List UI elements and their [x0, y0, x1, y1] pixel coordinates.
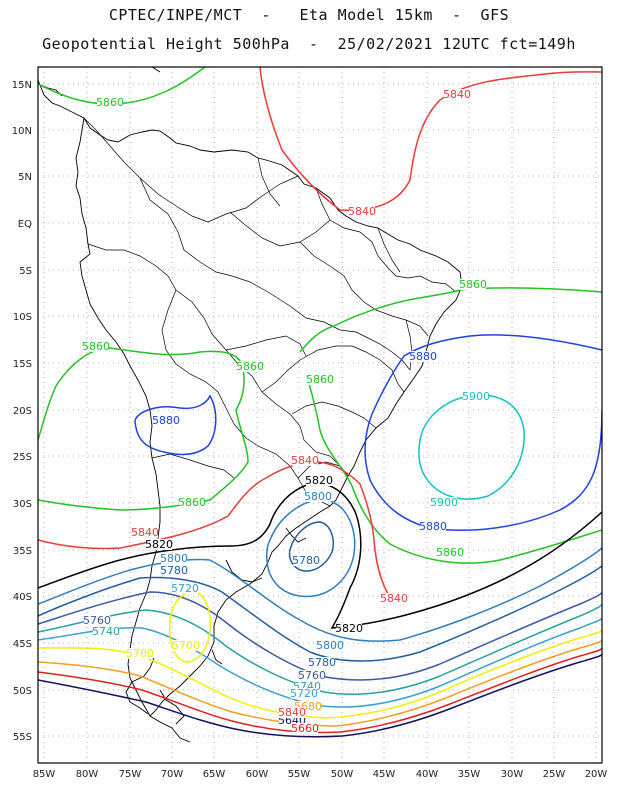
contour-label: 5880: [419, 520, 447, 533]
contour-line: [38, 461, 393, 601]
contour-line: [134, 394, 217, 456]
map-frame: [37, 66, 603, 764]
contour-label: 5740: [92, 625, 120, 638]
latitude-label: 45S: [13, 639, 32, 650]
contour-line: [38, 647, 602, 734]
contour-line: [38, 617, 602, 708]
latitude-label: 50S: [13, 686, 32, 697]
contour-label: 5880: [152, 414, 180, 427]
longitude-label: 70W: [161, 769, 184, 780]
contour-label: 5900: [430, 496, 458, 509]
contour-label: 5800: [304, 490, 332, 503]
longitude-label: 55W: [288, 769, 311, 780]
country-borders: [83, 117, 457, 507]
longitude-label: 50W: [331, 769, 354, 780]
latitude-labels: 15N 10N 5N EQ 5S 10S 15S 20S 25S 30S 35S 40S 45S 50S 5…: [12, 80, 32, 743]
contour-label: 5760: [83, 614, 111, 627]
contour-labels: 5860 5840 5840 5860 5880 5860 5860 5860 5900 5880…: [82, 88, 490, 735]
map-subtitle: Geopotential Height 500hPa - 25/02/2021 …: [42, 35, 576, 53]
longitude-label: 45W: [373, 769, 396, 780]
contour-label: 5840: [443, 88, 471, 101]
contour-label: 5860: [178, 496, 206, 509]
contour-label: 5700: [172, 639, 200, 652]
contour-line: [38, 347, 249, 511]
latitude-label: 10N: [12, 126, 32, 137]
contour-label: 5700: [126, 647, 154, 660]
contour-label: 5800: [316, 639, 344, 652]
longitude-label: 30W: [501, 769, 524, 780]
contour-label: 5660: [291, 722, 319, 735]
contour-label: 5820: [335, 622, 363, 635]
contour-label: 5840: [380, 592, 408, 605]
contour-label: 5780: [308, 656, 336, 669]
contour-line: [38, 482, 602, 629]
longitude-label: 20W: [585, 769, 608, 780]
contour-label: 5900: [462, 390, 490, 403]
longitude-label: 40W: [416, 769, 439, 780]
contour-line: [418, 394, 525, 500]
contour-line: [259, 67, 602, 211]
latitude-label: 25S: [13, 452, 32, 463]
contour-label: 5720: [290, 687, 318, 700]
contour-line: [38, 603, 602, 696]
contour-line: [38, 653, 602, 738]
contour-label: 5780: [292, 554, 320, 567]
contour-line: [209, 547, 602, 642]
latitude-label: 35S: [13, 546, 32, 557]
geopotential-contours: [38, 67, 602, 738]
contour-label: 5820: [145, 538, 173, 551]
contour-label: 5860: [236, 360, 264, 373]
contour-label: 5860: [306, 373, 334, 386]
latitude-label: 10S: [13, 312, 32, 323]
contour-label: 5860: [96, 96, 124, 109]
latitude-label: 5N: [18, 172, 32, 183]
latitude-label: 30S: [13, 499, 32, 510]
latitude-label: 15S: [13, 359, 32, 370]
latitude-label: 20S: [13, 406, 32, 417]
contour-label: 5720: [171, 582, 199, 595]
contour-line: [265, 499, 356, 598]
contour-line: [364, 334, 602, 531]
latitude-label: 40S: [13, 592, 32, 603]
contour-label: 5800: [160, 552, 188, 565]
contour-label: 5860: [459, 278, 487, 291]
latitude-label: 55S: [13, 732, 32, 743]
contour-line: [299, 287, 602, 353]
latitude-label: EQ: [18, 219, 32, 230]
contour-label: 5880: [409, 350, 437, 363]
contour-line: [38, 565, 602, 662]
longitude-label: 25W: [543, 769, 566, 780]
map-title: CPTEC/INPE/MCT - Eta Model 15km - GFS: [108, 6, 510, 24]
longitude-label: 80W: [76, 769, 99, 780]
contour-label: 5760: [298, 669, 326, 682]
contour-label: 5860: [82, 340, 110, 353]
longitude-label: 75W: [119, 769, 142, 780]
contour-label: 5780: [160, 564, 188, 577]
longitude-label: 85W: [33, 769, 56, 780]
contour-line: [38, 558, 211, 605]
latitude-label: 15N: [12, 80, 32, 91]
longitude-label: 65W: [203, 769, 226, 780]
longitude-labels: 85W 80W 75W 70W 65W 60W 55W 50W 45W 40W 35W 30W 25W 2…: [33, 769, 608, 780]
contour-label: 5840: [291, 454, 319, 467]
contour-label: 5840: [131, 526, 159, 539]
longitude-label: 35W: [458, 769, 481, 780]
contour-line: [38, 639, 602, 727]
contour-label: 5840: [278, 706, 306, 719]
contour-line: [307, 379, 602, 564]
latitude-label: 5S: [19, 266, 32, 277]
contour-label: 5840: [348, 205, 376, 218]
contour-label: 5820: [305, 474, 333, 487]
longitude-label: 60W: [246, 769, 269, 780]
contour-label: 5860: [436, 546, 464, 559]
